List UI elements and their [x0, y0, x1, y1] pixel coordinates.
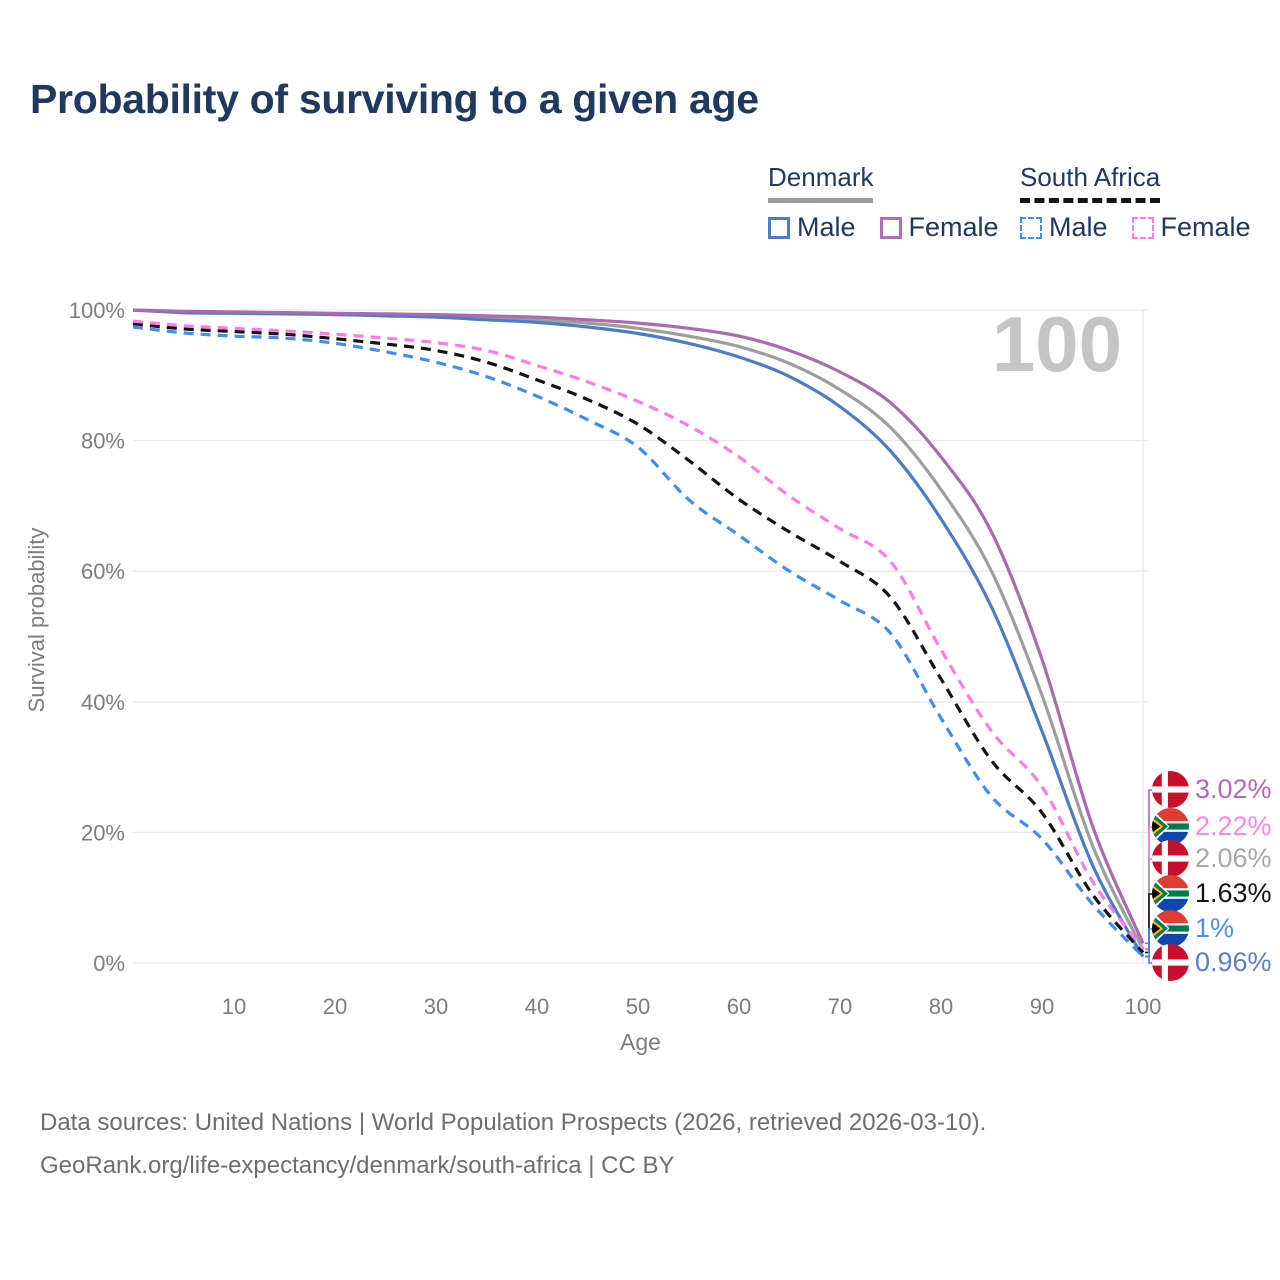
south-africa-female-swatch — [1131, 216, 1154, 239]
y-tick-label: 0% — [93, 951, 125, 976]
end-label-south-africa-male: 1% — [1152, 910, 1234, 947]
end-label-value: 2.22% — [1195, 811, 1272, 841]
page-title: Probability of surviving to a given age — [30, 76, 759, 122]
legend-item-label: Female — [908, 212, 999, 242]
curve-south-africa-male[interactable] — [132, 325, 1145, 958]
south-africa-flag-icon — [1152, 808, 1189, 845]
legend-heading-denmark[interactable]: Denmark — [768, 162, 874, 203]
end-label-value: 2.06% — [1195, 843, 1272, 873]
end-label-value: 1% — [1195, 913, 1235, 943]
south-africa-male-swatch — [1020, 216, 1042, 239]
x-tick-label: 70 — [828, 994, 852, 1019]
end-label-south-africa-female: 2.22% — [1152, 808, 1272, 845]
end-label-denmark-female: 3.02% — [1152, 771, 1272, 808]
connector-line — [1145, 955, 1153, 964]
x-axis-title: Age — [620, 1029, 661, 1055]
denmark-male-swatch — [768, 216, 790, 239]
connector-line — [1145, 893, 1153, 954]
curve-denmark-male[interactable] — [132, 308, 1145, 958]
curve-south-africa-total[interactable] — [132, 322, 1145, 954]
end-label-south-africa-total: 1.63% — [1152, 875, 1272, 912]
curve-denmark-total[interactable] — [132, 308, 1145, 951]
end-label-value: 3.02% — [1195, 774, 1272, 804]
denmark-flag-icon — [1152, 840, 1189, 877]
south-africa-flag-icon — [1152, 910, 1189, 947]
legend-item-label: Female — [1160, 212, 1251, 242]
y-tick-label: 40% — [81, 690, 125, 715]
y-tick-label: 60% — [81, 559, 125, 584]
footer-attribution: GeoRank.org/life-expectancy/denmark/sout… — [40, 1151, 675, 1179]
y-tick-label: 100% — [69, 298, 125, 323]
denmark-female-swatch — [879, 216, 902, 239]
y-tick-label: 20% — [81, 820, 125, 845]
legend-item-label: Male — [1049, 212, 1108, 242]
y-axis-title: Survival probability — [24, 528, 49, 713]
x-tick-label: 80 — [929, 994, 953, 1019]
end-label-denmark-male: 0.96% — [1152, 944, 1272, 981]
x-tick-label: 100 — [1125, 994, 1162, 1019]
south-africa-flag-icon — [1152, 875, 1189, 912]
curve-denmark-female[interactable] — [132, 308, 1145, 944]
x-tick-label: 10 — [222, 994, 246, 1019]
legend-item-denmark-female[interactable]: Female — [879, 212, 999, 243]
age-watermark: 100 — [992, 300, 1122, 388]
end-label-value: 0.96% — [1195, 947, 1272, 977]
denmark-flag-icon — [1152, 771, 1189, 808]
legend-item-south-africa-female[interactable]: Female — [1131, 212, 1251, 243]
curve-south-africa-female[interactable] — [132, 319, 1145, 950]
denmark-flag-icon — [1152, 944, 1189, 981]
footer: Data sources: United Nations | World Pop… — [40, 1102, 986, 1187]
x-tick-label: 20 — [323, 994, 347, 1019]
footer-data-sources: Data sources: United Nations | World Pop… — [40, 1109, 987, 1136]
x-tick-label: 30 — [424, 994, 448, 1019]
x-tick-label: 60 — [727, 994, 751, 1019]
x-tick-label: 50 — [626, 994, 650, 1019]
legend-item-label: Male — [797, 212, 856, 242]
legend-group-denmark: Denmark Male Female — [768, 162, 999, 243]
end-label-value: 1.63% — [1195, 878, 1272, 908]
end-label-denmark-total: 2.06% — [1152, 840, 1272, 877]
legend-group-south-africa: South Africa Male Female — [1020, 162, 1251, 243]
x-tick-label: 90 — [1030, 994, 1054, 1019]
x-tick-label: 40 — [525, 994, 549, 1019]
y-tick-label: 80% — [81, 429, 125, 454]
legend-item-south-africa-male[interactable]: Male — [1020, 212, 1108, 243]
legend-heading-south-africa[interactable]: South Africa — [1020, 162, 1161, 203]
legend-item-denmark-male[interactable]: Male — [768, 212, 856, 243]
